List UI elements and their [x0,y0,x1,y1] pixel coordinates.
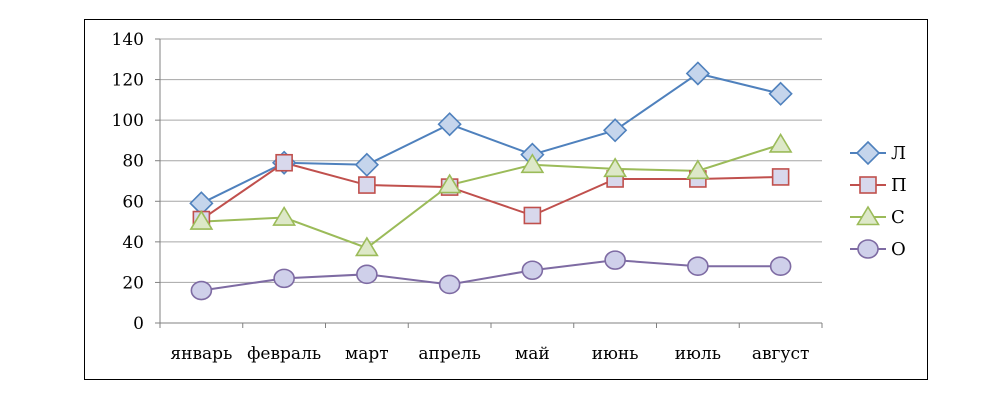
data-point-s3 [685,159,710,180]
x-tick-label: январь [170,344,232,364]
data-point-s3 [603,157,628,178]
y-tick-label: 120 [112,71,144,91]
data-point-s4 [273,268,295,289]
data-point-s2 [358,176,376,194]
data-point-s3 [437,173,462,194]
x-tick-label: февраль [247,344,321,364]
legend-label: Л [891,143,906,164]
axes [155,38,823,328]
x-tick-label: апрель [418,344,480,364]
data-point-s4 [687,256,709,277]
data-point-s1 [602,118,628,143]
data-point-s1 [437,112,462,137]
series-line-4 [201,259,781,292]
x-tick-label: май [515,344,550,364]
data-point-s2 [771,168,790,186]
data-point-s4 [769,256,792,277]
x-axis-ticks: январь февраль март апрель май июнь июль август [170,344,809,364]
data-point-s3 [520,153,545,174]
data-point-s3 [272,205,297,226]
data-point-s3 [768,132,793,153]
data-point-s4 [356,264,378,285]
series-line-3 [201,143,781,250]
legend-marker [859,176,877,194]
x-tick-label: июнь [592,344,639,364]
x-tick-label: август [752,344,810,364]
y-tick-label: 80 [122,152,144,172]
data-point-s4 [521,260,544,281]
data-point-s1 [768,81,793,106]
x-tick-label: июль [675,344,721,364]
data-point-s4 [438,274,461,295]
series-markers [189,61,793,301]
y-tick-label: 0 [133,314,144,334]
legend-label: П [891,175,907,196]
y-tick-label: 100 [112,111,144,131]
legend-marker [856,205,880,226]
data-point-s3 [189,210,214,230]
data-point-s4 [604,250,626,270]
series-lines [200,72,781,292]
data-point-s1 [354,152,380,177]
gridlines [160,38,822,283]
data-point-s1 [685,61,711,86]
y-tick-label: 20 [122,273,144,293]
legend-marker [857,239,879,259]
data-point-s2 [523,206,542,225]
data-point-s2 [275,153,293,172]
y-tick-label: 60 [122,192,144,212]
legend-marker [855,140,881,166]
x-tick-label: март [345,344,389,364]
y-tick-label: 140 [112,30,144,50]
legend-label: С [891,207,905,228]
y-tick-label: 40 [122,233,144,253]
series-line-1 [200,72,781,205]
y-axis-ticks: 0 20 40 60 80 100 120 140 [112,30,144,334]
data-point-s3 [354,236,379,257]
legend-label: О [891,239,906,260]
series-line-2 [200,161,781,221]
data-point-s4 [190,280,213,301]
